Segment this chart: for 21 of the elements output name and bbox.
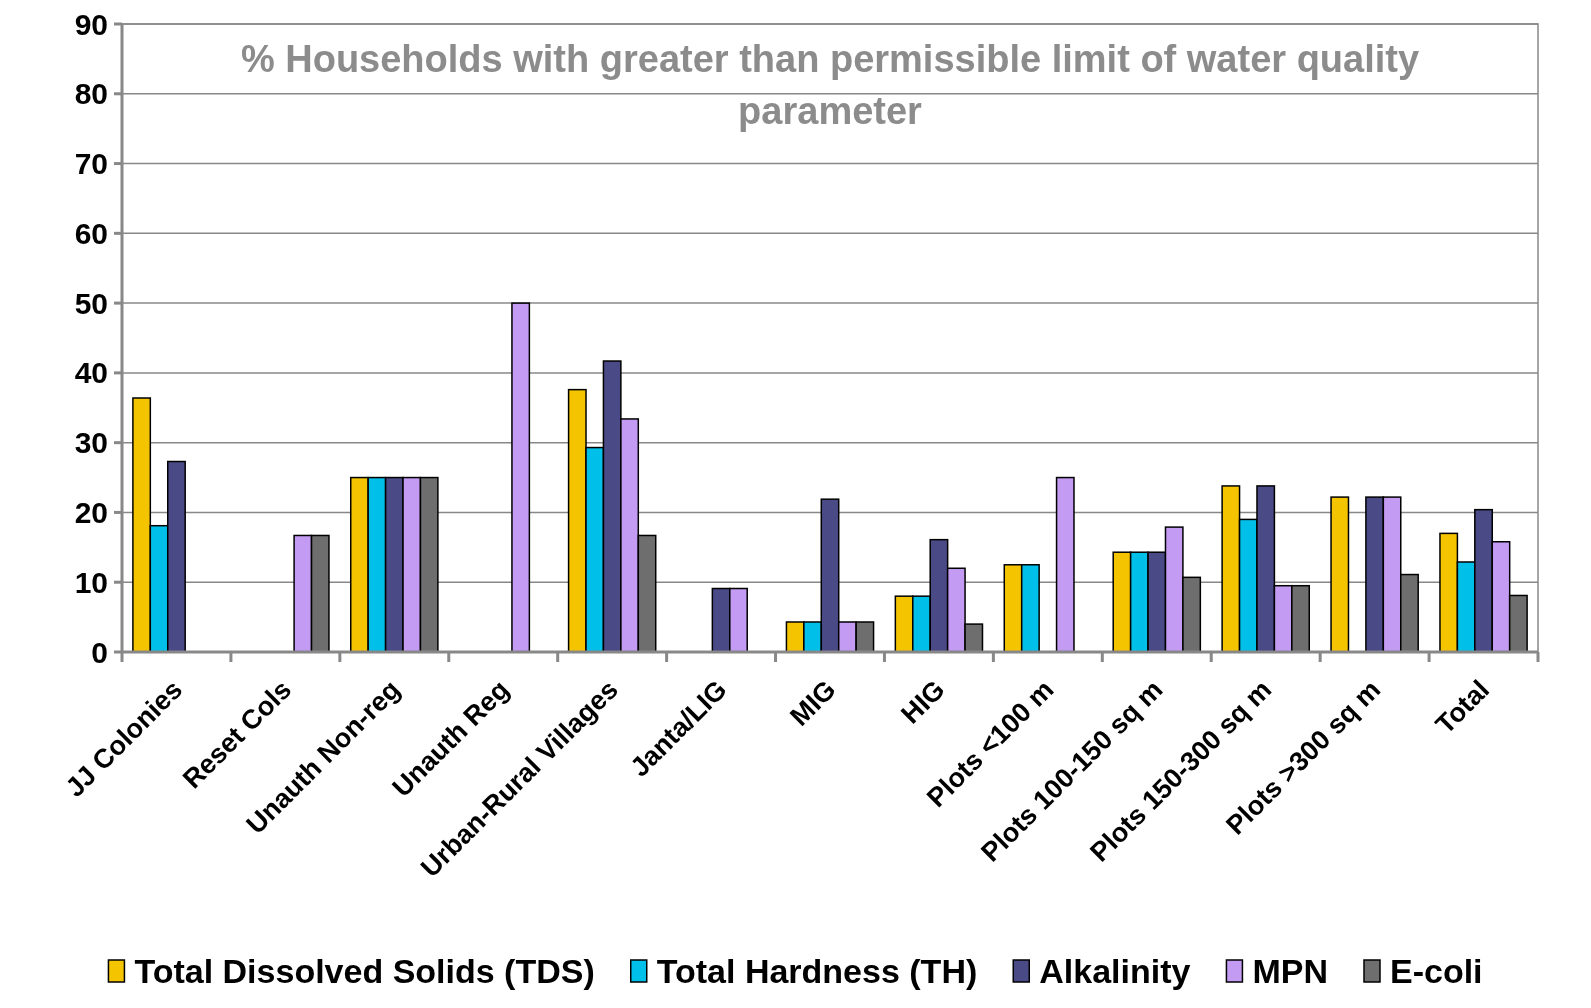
y-tick-label: 40 bbox=[74, 356, 108, 390]
bar bbox=[1055, 476, 1075, 653]
y-tick-label: 70 bbox=[74, 147, 108, 181]
bar bbox=[1330, 496, 1350, 653]
legend-label: Total Hardness (TH) bbox=[656, 951, 978, 990]
y-tick-label: 30 bbox=[74, 426, 108, 460]
legend-label: MPN bbox=[1252, 951, 1328, 990]
y-tick-label: 0 bbox=[91, 635, 108, 669]
legend-label: Total Dissolved Solids (TDS) bbox=[134, 951, 595, 990]
bar bbox=[511, 302, 531, 653]
legend-label: E-coli bbox=[1389, 951, 1483, 990]
y-tick-label: 60 bbox=[74, 216, 108, 250]
y-tick-label: 80 bbox=[74, 77, 108, 111]
legend-label: Alkalinity bbox=[1039, 951, 1191, 990]
y-tick-label: 20 bbox=[74, 495, 108, 529]
y-tick-label: 90 bbox=[74, 7, 108, 41]
text: % Households with greater than permissible limit of water quality parameter bbox=[240, 38, 1420, 132]
x-tick-label: HIG bbox=[895, 674, 951, 730]
x-tick-label: MIG bbox=[784, 674, 842, 732]
y-tick-label: 50 bbox=[74, 286, 108, 320]
y-tick-label: 10 bbox=[74, 565, 108, 599]
